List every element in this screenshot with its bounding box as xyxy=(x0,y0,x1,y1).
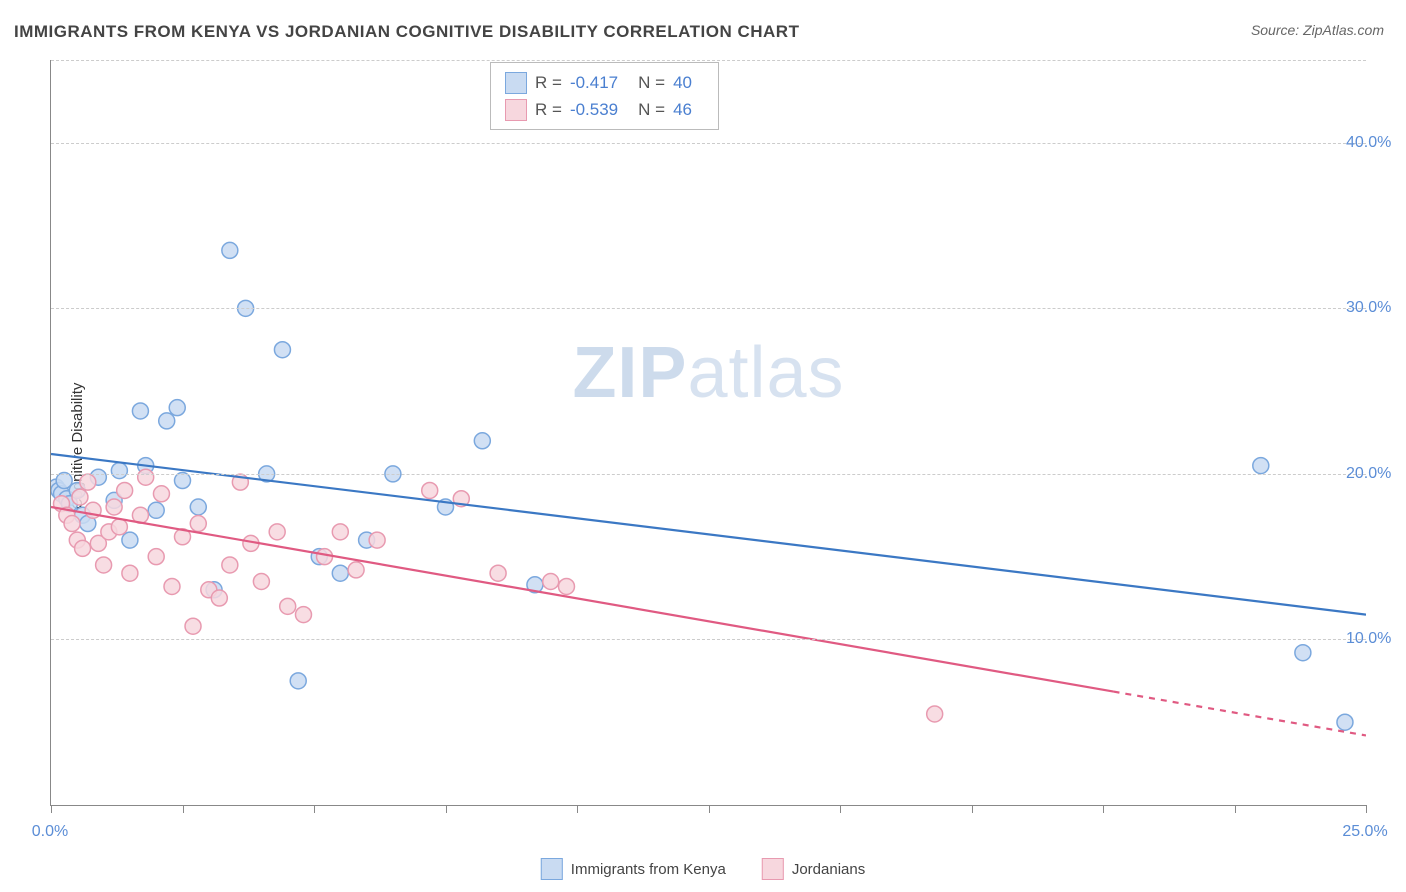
xtick xyxy=(51,805,52,813)
swatch-series1-bottom xyxy=(541,858,563,880)
swatch-series2-bottom xyxy=(762,858,784,880)
xtick xyxy=(1103,805,1104,813)
xtick xyxy=(1366,805,1367,813)
n-value-2: 46 xyxy=(673,96,692,123)
legend-label-1: Immigrants from Kenya xyxy=(571,861,726,878)
gridline xyxy=(51,60,1366,61)
swatch-series1 xyxy=(505,72,527,94)
ytick-label: 10.0% xyxy=(1346,630,1406,648)
legend-label-2: Jordanians xyxy=(792,861,865,878)
gridline xyxy=(51,308,1366,309)
xtick xyxy=(1235,805,1236,813)
source-attribution: Source: ZipAtlas.com xyxy=(1251,22,1384,38)
xtick xyxy=(577,805,578,813)
gridline xyxy=(51,143,1366,144)
r-value-2: -0.539 xyxy=(570,96,618,123)
swatch-series2 xyxy=(505,99,527,121)
chart-svg xyxy=(51,60,1366,805)
xtick xyxy=(972,805,973,813)
xtick-label: 25.0% xyxy=(1342,823,1387,841)
legend-item-series1: Immigrants from Kenya xyxy=(541,858,726,880)
gridline xyxy=(51,474,1366,475)
xtick xyxy=(709,805,710,813)
n-label-2: N = xyxy=(638,96,665,123)
r-label-2: R = xyxy=(535,96,562,123)
plot-area: ZIPatlas 10.0%20.0%30.0%40.0% xyxy=(50,60,1366,806)
ytick-label: 20.0% xyxy=(1346,465,1406,483)
n-label: N = xyxy=(638,69,665,96)
xtick xyxy=(446,805,447,813)
ytick-label: 40.0% xyxy=(1346,134,1406,152)
chart-title: IMMIGRANTS FROM KENYA VS JORDANIAN COGNI… xyxy=(14,22,799,42)
xtick xyxy=(183,805,184,813)
stats-row-series1: R = -0.417 N = 40 xyxy=(505,69,704,96)
n-value-1: 40 xyxy=(673,69,692,96)
legend-item-series2: Jordanians xyxy=(762,858,865,880)
bottom-legend: Immigrants from Kenya Jordanians xyxy=(541,858,865,880)
watermark-rest: atlas xyxy=(687,333,844,413)
watermark: ZIPatlas xyxy=(572,332,844,414)
xtick-label: 0.0% xyxy=(32,823,68,841)
stats-row-series2: R = -0.539 N = 46 xyxy=(505,96,704,123)
gridline xyxy=(51,639,1366,640)
watermark-bold: ZIP xyxy=(572,333,687,413)
r-value-1: -0.417 xyxy=(570,69,618,96)
ytick-label: 30.0% xyxy=(1346,299,1406,317)
stats-legend-box: R = -0.417 N = 40 R = -0.539 N = 46 xyxy=(490,62,719,130)
xtick xyxy=(314,805,315,813)
xtick xyxy=(840,805,841,813)
r-label: R = xyxy=(535,69,562,96)
